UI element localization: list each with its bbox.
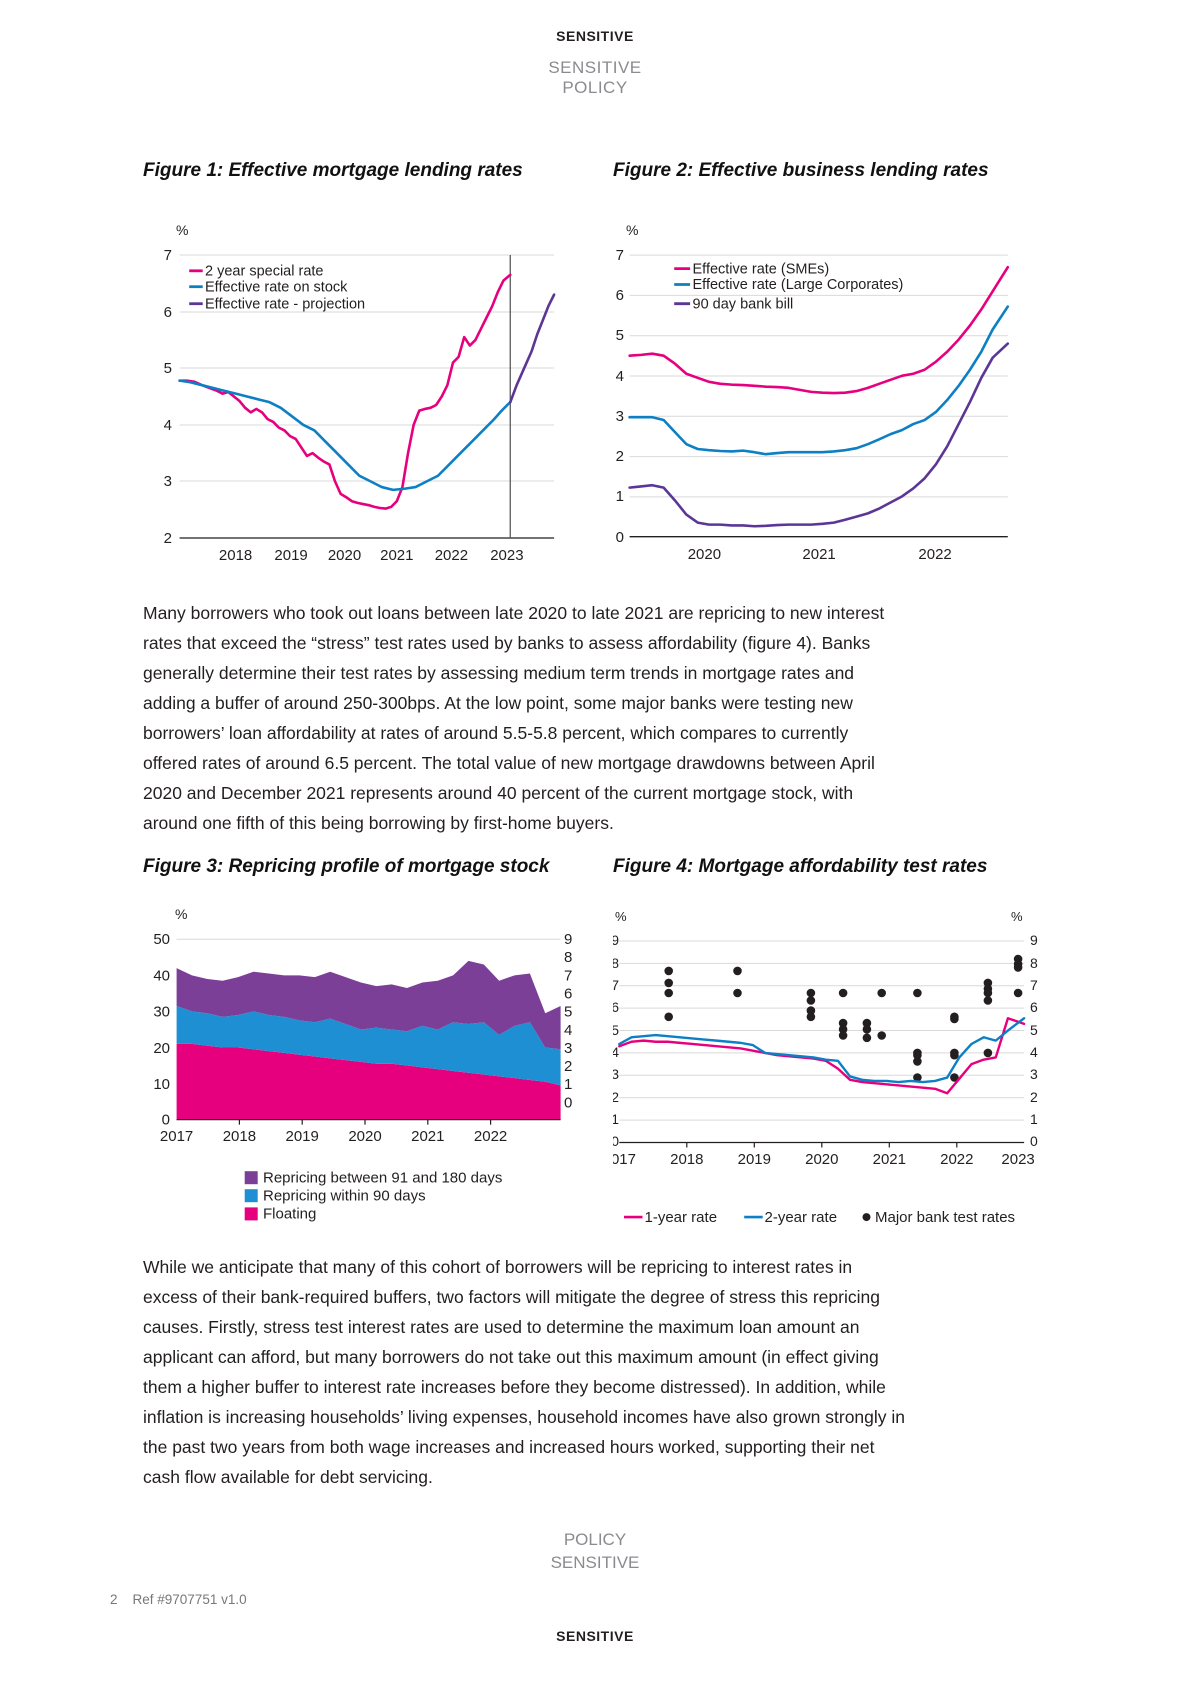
svg-text:40: 40 [153,967,170,984]
svg-text:2021: 2021 [802,546,835,563]
svg-text:9: 9 [564,931,572,948]
svg-text:9: 9 [1030,932,1038,948]
svg-text:0: 0 [564,1094,572,1111]
svg-text:2: 2 [616,448,624,465]
svg-text:2022: 2022 [474,1128,507,1145]
svg-text:6: 6 [616,287,624,304]
svg-text:20: 20 [153,1040,170,1057]
svg-text:2: 2 [164,530,172,547]
svg-text:0: 0 [162,1112,170,1129]
svg-text:1: 1 [564,1076,572,1093]
svg-text:1: 1 [1030,1111,1038,1127]
svg-text:4: 4 [616,368,624,385]
svg-text:5: 5 [613,1022,619,1038]
svg-text:50: 50 [153,931,170,948]
svg-text:3: 3 [616,408,624,425]
svg-text:8: 8 [613,955,619,971]
svg-text:8: 8 [1030,955,1038,971]
svg-text:2019: 2019 [286,1128,319,1145]
svg-text:Repricing between 91 and 180 d: Repricing between 91 and 180 days [263,1169,502,1186]
svg-text:3: 3 [564,1040,572,1057]
svg-text:2020: 2020 [328,547,361,564]
svg-text:2 year special rate: 2 year special rate [205,264,323,280]
svg-text:Floating: Floating [263,1206,316,1223]
svg-text:2022: 2022 [918,546,951,563]
svg-text:5: 5 [1030,1022,1038,1038]
svg-text:%: % [175,906,187,922]
svg-text:2021: 2021 [380,547,413,564]
svg-text:2022: 2022 [940,1151,973,1168]
svg-text:2021: 2021 [411,1128,444,1145]
svg-text:%: % [1011,909,1023,924]
svg-text:2020: 2020 [348,1128,381,1145]
svg-text:5: 5 [616,327,624,344]
svg-text:3: 3 [164,473,172,490]
svg-text:2019: 2019 [274,547,307,564]
svg-text:4: 4 [1030,1044,1038,1060]
svg-text:2017: 2017 [160,1128,193,1145]
svg-text:2: 2 [613,1089,619,1105]
svg-text:30: 30 [153,1004,170,1021]
svg-text:1: 1 [613,1111,619,1127]
svg-text:8: 8 [564,949,572,966]
svg-text:2021: 2021 [873,1151,906,1168]
svg-text:9: 9 [613,932,619,948]
svg-text:2022: 2022 [435,547,468,564]
svg-text:7: 7 [164,247,172,264]
svg-text:2018: 2018 [219,547,252,564]
svg-text:0: 0 [613,1133,619,1149]
svg-text:Repricing within 90 days: Repricing within 90 days [263,1187,426,1204]
svg-text:Effective rate (Large Corporat: Effective rate (Large Corporates) [693,277,904,293]
svg-text:%: % [176,222,188,238]
svg-text:2018: 2018 [670,1151,703,1168]
svg-text:Effective rate - projection: Effective rate - projection [205,296,365,312]
svg-text:7: 7 [564,967,572,984]
svg-text:2018: 2018 [223,1128,256,1145]
svg-text:2: 2 [564,1058,572,1075]
svg-text:%: % [626,222,638,238]
svg-text:1-year rate: 1-year rate [645,1209,718,1226]
svg-text:5: 5 [564,1004,572,1021]
svg-text:2023: 2023 [1001,1151,1034,1168]
svg-text:7: 7 [616,247,624,264]
svg-text:2020: 2020 [805,1151,838,1168]
svg-text:0: 0 [616,529,624,546]
svg-text:5: 5 [164,360,172,377]
svg-text:2020: 2020 [688,546,721,563]
svg-text:3: 3 [1030,1066,1038,1082]
svg-text:4: 4 [164,417,172,434]
svg-text:4: 4 [564,1022,572,1039]
svg-text:1: 1 [616,488,624,505]
svg-text:0: 0 [1030,1133,1038,1149]
svg-text:7: 7 [1030,977,1038,993]
svg-text:2023: 2023 [490,547,523,564]
svg-text:6: 6 [164,304,172,321]
svg-text:6: 6 [613,999,619,1015]
svg-text:Effective rate on stock: Effective rate on stock [205,279,348,295]
svg-text:90 day bank bill: 90 day bank bill [693,296,794,312]
svg-text:2-year rate: 2-year rate [765,1209,838,1226]
svg-text:Major bank test rates: Major bank test rates [875,1209,1015,1226]
svg-text:6: 6 [1030,999,1038,1015]
svg-text:7: 7 [613,977,619,993]
svg-text:2019: 2019 [738,1151,771,1168]
svg-text:Effective rate (SMEs): Effective rate (SMEs) [693,261,830,277]
svg-text:10: 10 [153,1076,170,1093]
svg-text:2017: 2017 [613,1151,636,1168]
svg-text:3: 3 [613,1066,619,1082]
svg-text:%: % [615,909,627,924]
svg-text:2: 2 [1030,1089,1038,1105]
svg-text:6: 6 [564,986,572,1003]
